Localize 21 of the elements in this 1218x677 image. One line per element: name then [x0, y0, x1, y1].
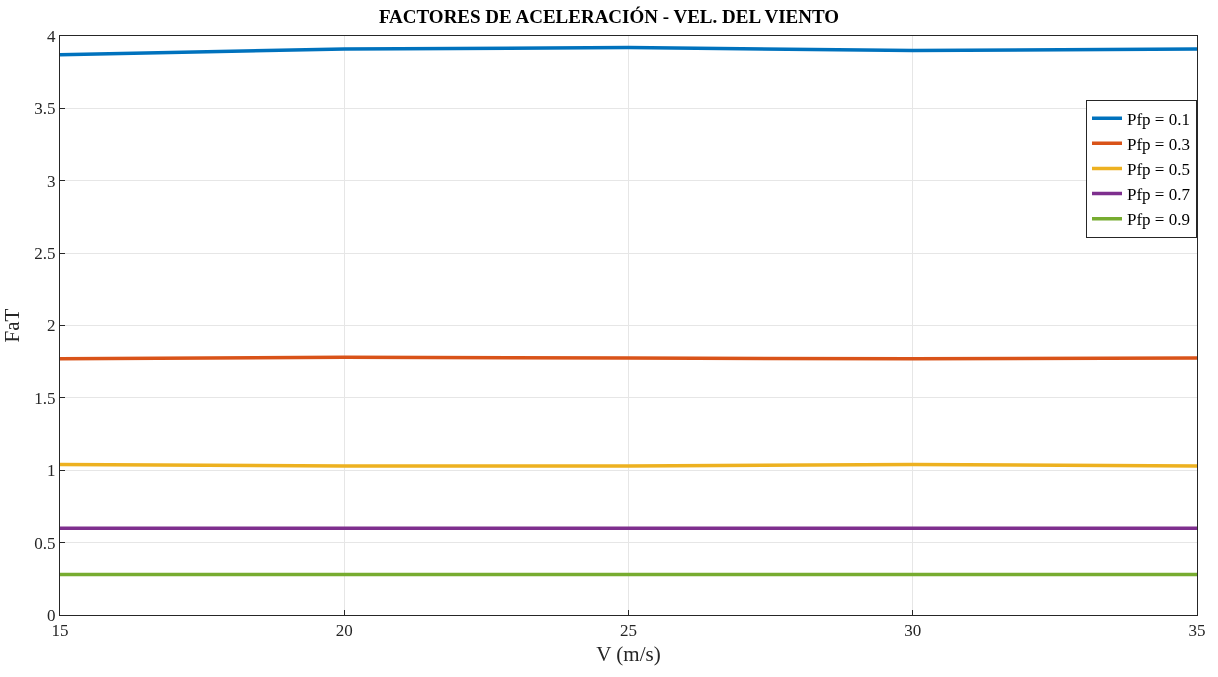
y-tick-label: 1 — [47, 461, 56, 481]
y-tick-label: 1.5 — [34, 388, 56, 408]
y-tick-label: 3 — [47, 171, 56, 191]
y-axis-title: FaT — [0, 308, 25, 343]
x-tick-label: 35 — [1188, 621, 1206, 641]
x-tick-label: 30 — [904, 621, 922, 641]
x-axis-title: V (m/s) — [596, 641, 661, 666]
legend-label: Pfp = 0.5 — [1127, 160, 1190, 180]
legend-label: Pfp = 0.3 — [1127, 134, 1190, 154]
x-tick-label: 25 — [620, 621, 637, 641]
legend-label: Pfp = 0.1 — [1127, 109, 1190, 129]
legend-label: Pfp = 0.7 — [1127, 185, 1191, 205]
y-tick-label: 2.5 — [34, 244, 56, 264]
y-tick-label: 0.5 — [34, 533, 56, 553]
y-tick-label: 4 — [47, 26, 57, 46]
y-tick-label: 2 — [47, 316, 56, 336]
x-tick-label: 20 — [335, 621, 353, 641]
chart-title: FACTORES DE ACELERACIÓN - VEL. DEL VIENTO — [378, 6, 840, 28]
legend-label: Pfp = 0.9 — [1127, 210, 1190, 230]
y-tick-label: 3.5 — [34, 99, 56, 119]
line-series — [60, 45, 1197, 57]
